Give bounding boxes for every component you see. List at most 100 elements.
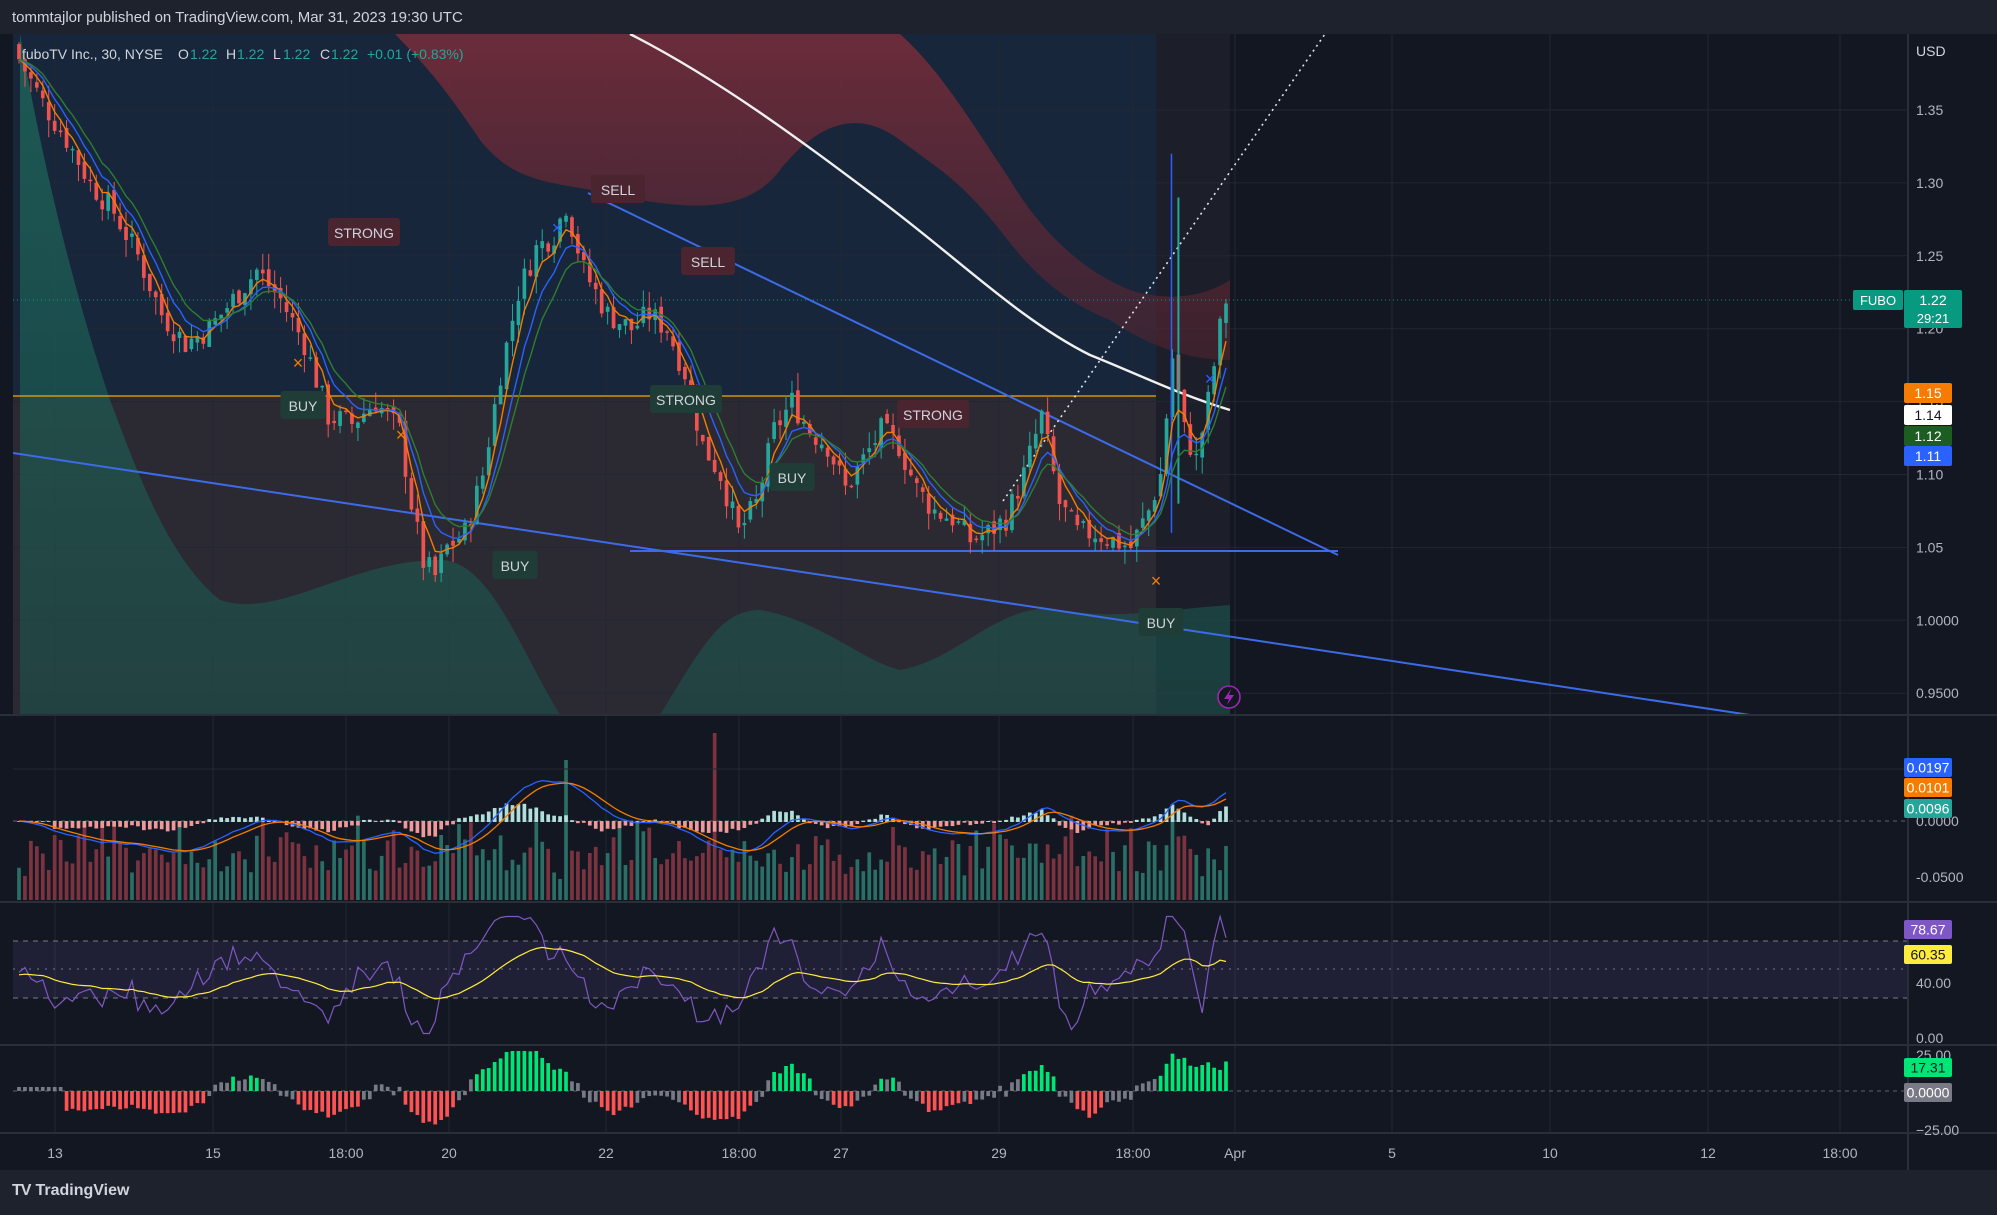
osc-bar [100,1091,105,1109]
volume-bar [451,853,455,900]
publisher-text: tommtajlor published on TradingView.com,… [12,9,463,26]
osc-bar [451,1091,455,1108]
macd-hist-bar [546,814,551,822]
volume-bar [926,854,931,900]
volume-bar [694,856,699,900]
osc-bar [1045,1071,1050,1091]
osc-bar [1087,1091,1092,1118]
macd-hist-bar [873,818,878,822]
osc-bar [1111,1091,1115,1101]
macd-hist-bar [379,820,384,822]
osc-bar [617,1091,622,1111]
chart-svg[interactable]: STRONG BUY BUY SELL SELL STRONG BUY STRONG BUY × ×… [0,32,1997,1170]
candle-body [968,523,973,543]
macd-hist-bar [427,821,432,836]
osc-bar [813,1091,818,1096]
osc-bar [391,1091,396,1096]
tradingview-logo[interactable]: TV TradingView [12,1182,129,1200]
volume-bar [742,841,747,900]
macd-hist-bar [599,821,604,832]
legend-l-label: L [273,46,281,62]
candle-body [130,233,134,237]
time-axis-tick: 22 [598,1145,614,1161]
osc-bar [671,1091,675,1100]
lightning-icon[interactable] [1217,685,1241,709]
volume-bar [718,849,723,900]
osc-bar [635,1091,640,1103]
macd-hist-bar [778,811,782,822]
macd-hist-bar [891,817,895,822]
candle-body [635,325,640,329]
candle-body [1045,411,1050,435]
macd-hist-bar [350,821,354,826]
candle-body [338,411,342,426]
macd-hist-bar [766,815,771,822]
macd-hist-bar [403,821,408,829]
candle-body [106,192,111,211]
osc-bar [159,1091,164,1114]
osc-bar [46,1087,51,1091]
candle-body [998,518,1002,531]
footer-bar: TV TradingView [0,1170,1997,1215]
candle-body [40,90,45,99]
candle-body [909,469,913,476]
macd-hist-bar [219,817,224,822]
candle-body [837,460,842,466]
osc-bar [1224,1061,1228,1091]
candle-body [593,282,598,290]
macd-line [18,779,1227,854]
volume-bar [439,835,443,900]
osc-bar [1218,1069,1222,1091]
price-badges: FUBO 1.22 29:21 1.15 1.14 1.12 1.11 0.0197 0.010… [1853,290,1962,1102]
ma-price-badge-box [1904,383,1952,403]
volume-bar [338,857,342,900]
volume-bar [534,822,539,900]
macd-hist-bar [40,821,45,822]
time-axis-tick: 18:00 [328,1145,363,1161]
macd-hist-bar [171,821,176,831]
osc-bar [1039,1065,1044,1091]
volume-bar [724,857,729,900]
volume-bar [546,848,551,900]
candle-body [956,521,961,523]
macd-hist-bar [677,821,681,829]
osc-bar [201,1091,206,1104]
volume-bar [790,857,794,900]
osc-bar [903,1091,907,1096]
volume-bar [100,822,105,900]
osc-bar [837,1091,842,1108]
macd-hist-bar [855,821,860,825]
signal-label: STRONG [903,407,963,423]
candle-body [1057,472,1062,504]
osc-bar [641,1091,646,1099]
candle-body [1146,510,1151,521]
volume-bar [34,846,39,900]
osc-bar [88,1091,93,1110]
volume-bar [1176,836,1181,900]
signal-marker: × [396,425,407,445]
macd-hist-bar [1111,821,1115,824]
macd-hist-bar [903,821,907,825]
macd-hist-bar [772,810,776,822]
osc-bar [730,1091,735,1117]
macd-hist-bar [76,821,81,829]
logo-text: TradingView [35,1182,130,1199]
osc-bar [314,1091,319,1114]
candle-body [1194,453,1199,456]
macd-hist-bar [593,821,598,829]
volume-bar [177,821,182,900]
macd-hist-bar [635,821,640,824]
osc-bar [284,1091,289,1097]
osc-bar [254,1077,259,1091]
chart-area[interactable]: STRONG BUY BUY SELL SELL STRONG BUY STRONG BUY × ×… [0,32,1997,1170]
volume-bar [914,869,919,900]
macd-hist-bar [486,811,491,822]
macd-hist-bar [683,821,687,828]
volume-bar [504,870,509,900]
macd-hist-bar [706,821,711,833]
osc-bar [516,1051,521,1091]
osc-bar [492,1061,497,1091]
candle-body [1063,500,1068,508]
volume-bar [1194,854,1199,900]
osc-bar [344,1091,348,1110]
